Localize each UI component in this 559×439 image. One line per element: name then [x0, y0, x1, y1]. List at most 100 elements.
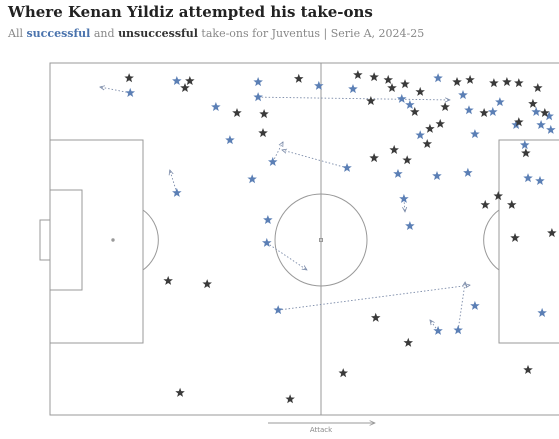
- take-on-star: [369, 72, 379, 82]
- take-on-star: [387, 83, 397, 92]
- take-on-star: [495, 97, 505, 107]
- carry-arrow: [430, 320, 439, 332]
- take-on-star: [285, 394, 295, 404]
- take-on-star: [389, 144, 399, 154]
- take-on-star: [489, 78, 499, 88]
- take-on-star: [268, 156, 278, 166]
- subtitle-text: and: [90, 27, 118, 40]
- take-on-star: [175, 387, 185, 397]
- take-on-star: [464, 105, 474, 115]
- subtitle-unsuccessful: unsuccessful: [118, 27, 198, 40]
- take-on-star: [514, 117, 524, 127]
- take-on-star: [163, 275, 173, 285]
- take-on-star: [185, 76, 195, 85]
- take-on-star: [263, 215, 273, 224]
- take-on-star: [383, 74, 393, 84]
- take-on-star: [410, 106, 420, 116]
- take-on-star: [493, 191, 503, 201]
- take-on-star: [502, 77, 512, 87]
- take-on-star: [479, 108, 489, 117]
- take-on-star: [453, 325, 463, 335]
- take-on-star: [533, 83, 543, 92]
- take-on-star: [465, 74, 475, 84]
- take-on-star: [366, 96, 376, 106]
- take-on-star: [232, 108, 242, 117]
- carry-arrow: [170, 170, 178, 194]
- take-on-star: [544, 111, 554, 121]
- take-on-star: [540, 108, 550, 117]
- take-on-star: [452, 77, 462, 87]
- take-on-star: [403, 337, 413, 347]
- take-on-star: [521, 148, 531, 158]
- take-on-star: [402, 155, 412, 165]
- take-on-star: [528, 98, 538, 108]
- take-on-star: [523, 364, 533, 374]
- carry-arrow: [457, 282, 465, 331]
- take-on-star: [294, 73, 304, 83]
- take-on-star: [124, 73, 134, 83]
- take-on-star: [253, 77, 263, 87]
- take-on-star: [415, 86, 425, 96]
- take-on-star: [470, 300, 480, 310]
- take-on-star: [405, 99, 415, 109]
- take-on-star: [523, 173, 533, 183]
- take-on-star: [511, 120, 521, 129]
- take-on-star: [422, 139, 432, 148]
- take-on-star: [440, 102, 450, 111]
- subtitle-text: All: [7, 27, 26, 40]
- take-on-star: [433, 73, 443, 83]
- take-on-star: [547, 228, 557, 238]
- chart-subtitle: All successful and unsuccessful take-ons…: [7, 27, 424, 41]
- take-on-star: [536, 120, 546, 129]
- take-on-star: [432, 171, 442, 180]
- take-on-star: [400, 79, 410, 89]
- take-on-star: [202, 279, 212, 289]
- carry-arrow: [404, 198, 405, 212]
- take-on-star: [338, 368, 348, 378]
- take-on-star: [535, 175, 545, 185]
- take-on-star: [488, 106, 498, 116]
- take-on-star: [520, 140, 530, 150]
- take-on-star: [393, 168, 403, 178]
- carry-arrow: [278, 285, 470, 311]
- take-on-star: [405, 221, 415, 230]
- chart-title: Where Kenan Yildiz attempted his take-on…: [7, 3, 373, 21]
- take-on-star: [172, 76, 182, 85]
- take-on-star: [342, 162, 352, 172]
- take-on-star: [399, 193, 409, 203]
- take-on-star: [514, 78, 524, 88]
- take-on-star: [433, 325, 443, 335]
- take-on-star: [425, 123, 435, 133]
- take-on-star: [125, 87, 135, 97]
- take-on-star: [507, 199, 517, 209]
- subtitle-text: take-ons for Juventus | Serie A, 2024-25: [198, 27, 424, 41]
- take-on-star: [259, 109, 269, 119]
- take-on-star: [211, 102, 221, 111]
- carry-arrow: [100, 87, 131, 94]
- take-on-star: [314, 80, 324, 90]
- pitch: [39, 62, 559, 416]
- take-on-star: [435, 118, 445, 128]
- take-on-star: [537, 307, 547, 317]
- take-on-star: [463, 167, 473, 177]
- attack-label: Attack: [310, 426, 333, 434]
- carry-arrow: [258, 96, 450, 100]
- take-on-star: [172, 187, 182, 197]
- take-on-star: [247, 174, 257, 184]
- take-on-star: [273, 305, 283, 315]
- take-on-star: [470, 129, 480, 139]
- take-on-star: [415, 130, 425, 140]
- take-on-star: [262, 237, 272, 247]
- subtitle-successful: successful: [26, 27, 90, 40]
- take-on-star: [458, 90, 468, 100]
- take-on-star: [225, 135, 235, 145]
- take-on-star: [480, 199, 490, 209]
- take-on-star: [531, 106, 541, 116]
- take-on-star: [180, 83, 190, 92]
- carry-arrow: [272, 142, 283, 163]
- take-on-star: [510, 232, 520, 242]
- take-on-star: [546, 124, 556, 134]
- carry-arrow: [266, 242, 307, 270]
- take-on-star: [371, 312, 381, 322]
